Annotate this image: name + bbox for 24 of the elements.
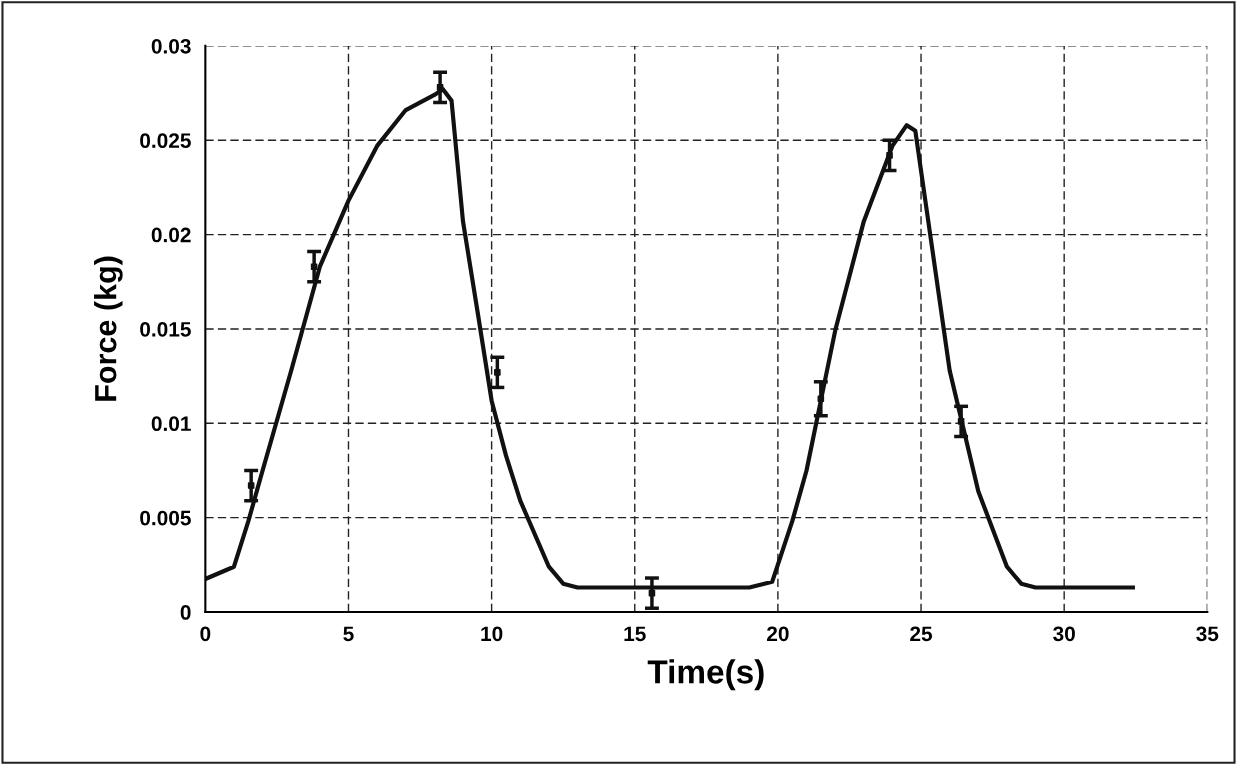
y-tick-label: 0.015 [140, 321, 191, 337]
x-axis-title: Time(s) [647, 659, 764, 691]
x-tick-label: 20 [767, 626, 789, 642]
y-tick-label: 0.01 [151, 416, 191, 432]
x-tick-label: 0 [200, 626, 211, 642]
point [886, 152, 893, 159]
point [817, 395, 825, 403]
x-tick-label: 5 [343, 626, 354, 642]
y-axis-title: Force (kg) [94, 256, 123, 401]
y-tick-label: 0.005 [140, 510, 191, 526]
point [247, 482, 255, 489]
y-tick-label: 0.02 [151, 227, 191, 243]
x-tick-label: 25 [910, 626, 933, 642]
x-tick-label: 30 [1053, 626, 1075, 642]
y-tick-label: 0 [180, 605, 191, 620]
point [957, 418, 965, 425]
point [494, 369, 501, 376]
x-tick-label: 35 [1196, 626, 1219, 642]
y-tick-label: 0.025 [140, 133, 191, 148]
y-tick-label: 0.03 [151, 38, 191, 54]
x-tick-label: 15 [624, 626, 646, 642]
x-tick-label: 10 [481, 626, 503, 642]
point [310, 263, 318, 270]
point [436, 84, 444, 91]
